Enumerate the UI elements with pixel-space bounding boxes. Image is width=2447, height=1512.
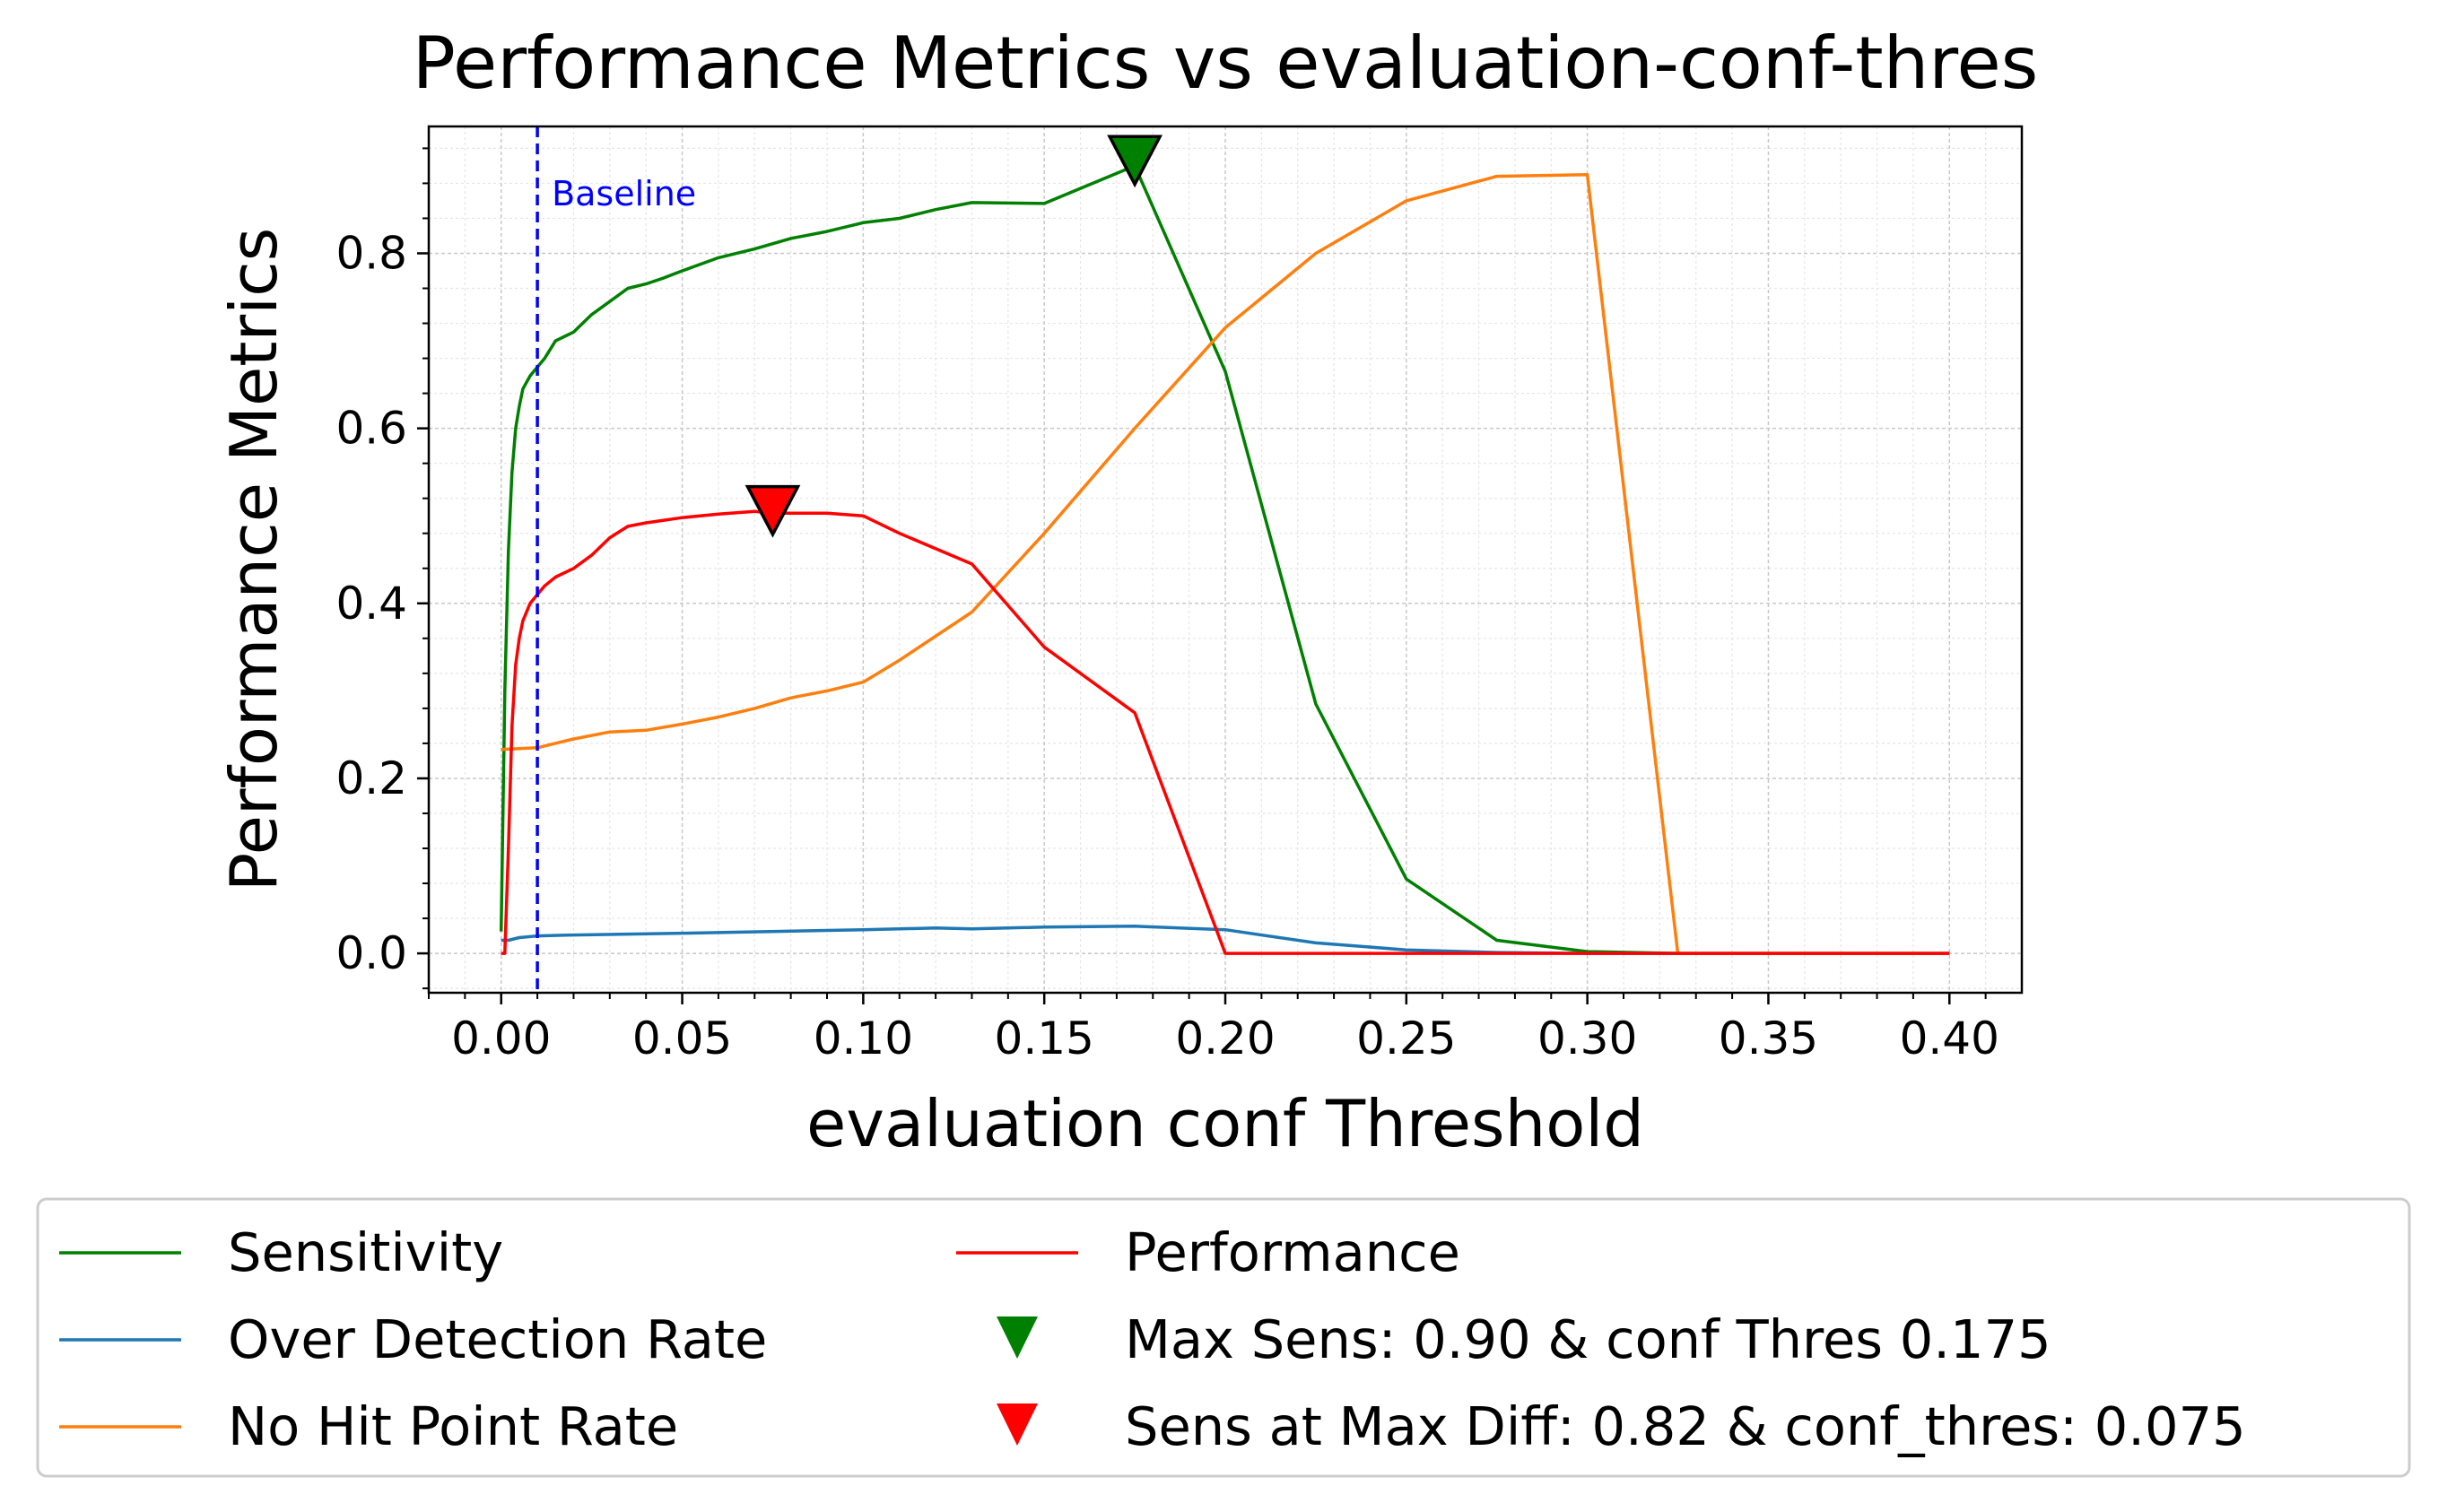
marker-max-diff (745, 484, 801, 538)
series-layer (499, 164, 1950, 955)
marker-max-sens (1107, 135, 1163, 188)
legend-label: Sens at Max Diff: 0.82 & conf_thres: 0.0… (1125, 1395, 2246, 1457)
baseline-layer: Baseline (536, 126, 696, 993)
series-line-sensitivity (499, 164, 1950, 955)
x-tick-label: 0.20 (1175, 1012, 1275, 1064)
y-axis-label: Performance Metrics (216, 228, 292, 892)
x-axis-ticks: 0.00 0.05 0.10 0.15 0.20 0.25 0.30 0.35 0.40 (428, 993, 1999, 1064)
legend-label: Max Sens: 0.90 & conf Thres 0.175 (1125, 1308, 2051, 1370)
grid-major (429, 126, 2022, 993)
legend-label: No Hit Point Rate (228, 1395, 678, 1457)
legend-label: Over Detection Rate (228, 1308, 767, 1370)
x-axis-label: evaluation conf Threshold (806, 1086, 1644, 1161)
x-tick-label: 0.15 (995, 1012, 1094, 1064)
series-line-no-hit-point-rate (501, 172, 1950, 955)
y-tick-label: 0.4 (335, 578, 407, 630)
baseline-label: Baseline (552, 174, 696, 213)
x-tick-label: 0.35 (1719, 1012, 1818, 1064)
y-tick-label: 0.0 (335, 927, 407, 979)
marker-layer (745, 135, 1163, 538)
chart-title: Performance Metrics vs evaluation-conf-t… (413, 22, 2039, 105)
y-axis-ticks: 0.0 0.2 0.4 0.6 0.8 (335, 147, 429, 990)
y-tick-label: 0.8 (335, 227, 407, 279)
x-tick-label: 0.05 (632, 1012, 732, 1064)
legend-swatch-marker (997, 1403, 1038, 1446)
x-tick-label: 0.40 (1900, 1012, 1999, 1064)
x-tick-label: 0.10 (814, 1012, 913, 1064)
legend-label: Sensitivity (228, 1221, 503, 1283)
y-tick-label: 0.2 (335, 752, 407, 804)
legend-swatch-marker (997, 1316, 1038, 1359)
y-tick-label: 0.6 (335, 403, 407, 455)
x-tick-label: 0.30 (1537, 1012, 1637, 1064)
legend: Sensitivity Over Detection Rate No Hit Poi… (36, 1197, 2411, 1478)
series-line-performance (501, 509, 1950, 955)
legend-box (36, 1197, 2411, 1478)
x-tick-label: 0.25 (1356, 1012, 1456, 1064)
x-tick-label: 0.00 (451, 1012, 551, 1064)
legend-label: Performance (1125, 1221, 1460, 1283)
